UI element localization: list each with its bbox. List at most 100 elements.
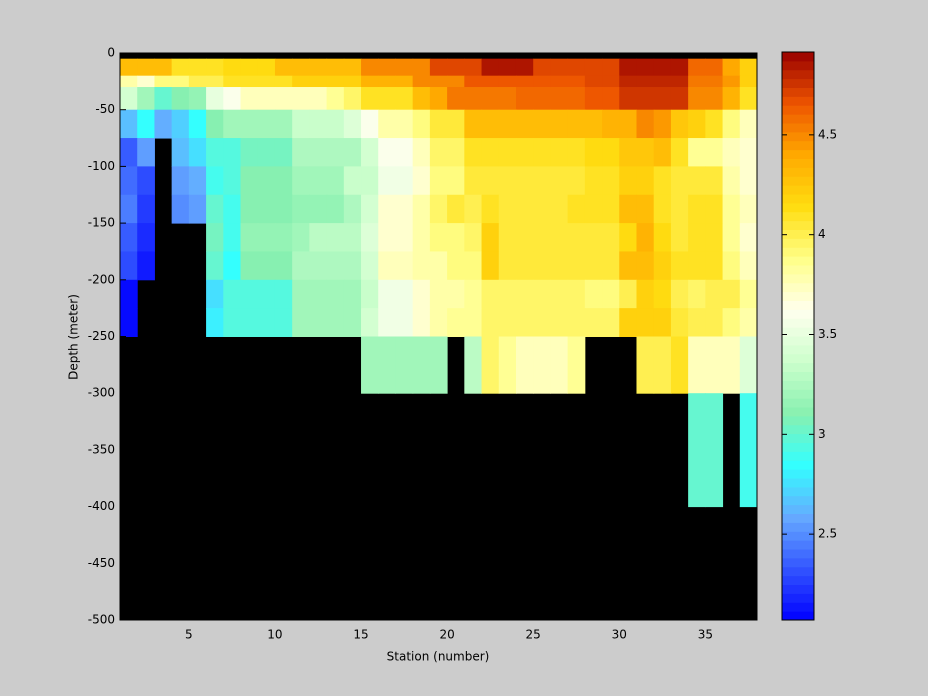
heatmap-cell — [274, 87, 293, 111]
heatmap-cell — [619, 223, 637, 252]
colorbar-swatch — [782, 380, 814, 390]
heatmap-cell — [395, 75, 414, 88]
heatmap-cell — [464, 336, 483, 394]
heatmap-cell — [395, 279, 414, 309]
heatmap-cell — [602, 75, 620, 88]
colorbar-tick-label: 2.5 — [818, 527, 837, 541]
heatmap-cell — [481, 138, 500, 167]
heatmap-cell — [326, 223, 345, 252]
heatmap-cell — [309, 223, 328, 252]
heatmap-cell — [550, 308, 569, 337]
heatmap-cell — [447, 166, 465, 196]
heatmap-cell — [550, 166, 569, 196]
colorbar-swatch — [782, 123, 814, 133]
heatmap-cell — [670, 336, 689, 394]
heatmap-cell — [378, 308, 396, 337]
heatmap-cell — [120, 87, 138, 111]
heatmap-cell — [274, 251, 293, 281]
heatmap-cell — [206, 279, 224, 309]
colorbar-swatch — [782, 602, 814, 612]
heatmap-cell — [223, 109, 242, 139]
heatmap-cell — [188, 194, 207, 224]
heatmap-cell — [343, 223, 362, 252]
heatmap-cell — [292, 138, 310, 167]
heatmap-cell — [602, 194, 620, 224]
heatmap-cell — [636, 75, 655, 88]
x-tick-label: 20 — [439, 628, 454, 642]
heatmap-cell — [584, 194, 603, 224]
heatmap-cell — [240, 194, 259, 224]
heatmap-cell — [223, 138, 242, 167]
heatmap-cell — [670, 279, 689, 309]
heatmap-cell — [188, 166, 207, 196]
heatmap-cell — [292, 223, 310, 252]
heatmap-cell — [636, 223, 655, 252]
colorbar-swatch — [782, 69, 814, 80]
colorbar-swatch — [782, 460, 814, 470]
heatmap-cell — [653, 308, 672, 337]
heatmap-cell — [567, 166, 586, 196]
heatmap-cell — [188, 58, 207, 77]
heatmap-cell — [395, 138, 414, 167]
heatmap-cell — [567, 138, 586, 167]
colorbar-swatch — [782, 407, 814, 417]
x-tick-label: 35 — [698, 628, 713, 642]
heatmap-cell — [739, 251, 758, 281]
colorbar-swatch — [782, 158, 814, 168]
heatmap-cell — [412, 166, 431, 196]
heatmap-cell — [688, 194, 706, 224]
heatmap-cell — [636, 308, 655, 337]
heatmap-cell — [567, 308, 586, 337]
colorbar-swatch — [782, 495, 814, 506]
colorbar-swatch — [782, 265, 814, 275]
heatmap-cell — [206, 308, 224, 337]
heatmap-cell — [515, 87, 534, 111]
heatmap-cell — [688, 308, 706, 337]
colorbar-swatch — [782, 52, 814, 62]
heatmap-cell — [619, 166, 637, 196]
heatmap-cell — [739, 308, 758, 337]
heatmap-cell — [481, 75, 500, 88]
heatmap-cell — [137, 58, 155, 77]
heatmap-cell — [739, 166, 758, 196]
heatmap-cell — [378, 138, 396, 167]
heatmap-cell — [705, 58, 724, 77]
heatmap-cell — [670, 166, 689, 196]
colorbar-swatch — [782, 309, 814, 319]
y-tick-label: -500 — [88, 613, 115, 627]
colorbar-swatch — [782, 194, 814, 204]
heatmap-cell — [154, 109, 173, 139]
heatmap-cell — [395, 223, 414, 252]
heatmap-cell — [739, 58, 758, 77]
colorbar-swatch — [782, 202, 814, 213]
heatmap-cell — [705, 279, 724, 309]
heatmap-cell — [533, 87, 551, 111]
heatmap-cell — [498, 138, 517, 167]
colorbar-swatch — [782, 344, 814, 355]
y-tick-label: -450 — [88, 556, 115, 570]
heatmap-cell — [688, 279, 706, 309]
heatmap-cell — [361, 75, 379, 88]
colorbar-swatch — [782, 433, 814, 443]
heatmap-cell — [395, 308, 414, 337]
heatmap-cell — [429, 75, 448, 88]
colorbar-swatch — [782, 211, 814, 222]
heatmap-cell — [533, 279, 551, 309]
heatmap-cell — [274, 138, 293, 167]
heatmap-cell — [481, 166, 500, 196]
y-tick-label: -100 — [88, 159, 115, 173]
heatmap-cell — [429, 194, 448, 224]
heatmap-cell — [515, 109, 534, 139]
colorbar-swatch — [782, 389, 814, 399]
heatmap-cell — [533, 75, 551, 88]
heatmap-cell — [481, 279, 500, 309]
heatmap-cell — [154, 58, 173, 77]
heatmap-cell — [498, 87, 517, 111]
heatmap-cell — [257, 223, 276, 252]
colorbar-swatch — [782, 557, 814, 568]
heatmap-cell — [739, 336, 758, 394]
heatmap-cell — [309, 166, 328, 196]
heatmap-cell — [309, 308, 328, 337]
heatmap-cell — [171, 194, 190, 224]
heatmap-cell — [120, 251, 138, 281]
